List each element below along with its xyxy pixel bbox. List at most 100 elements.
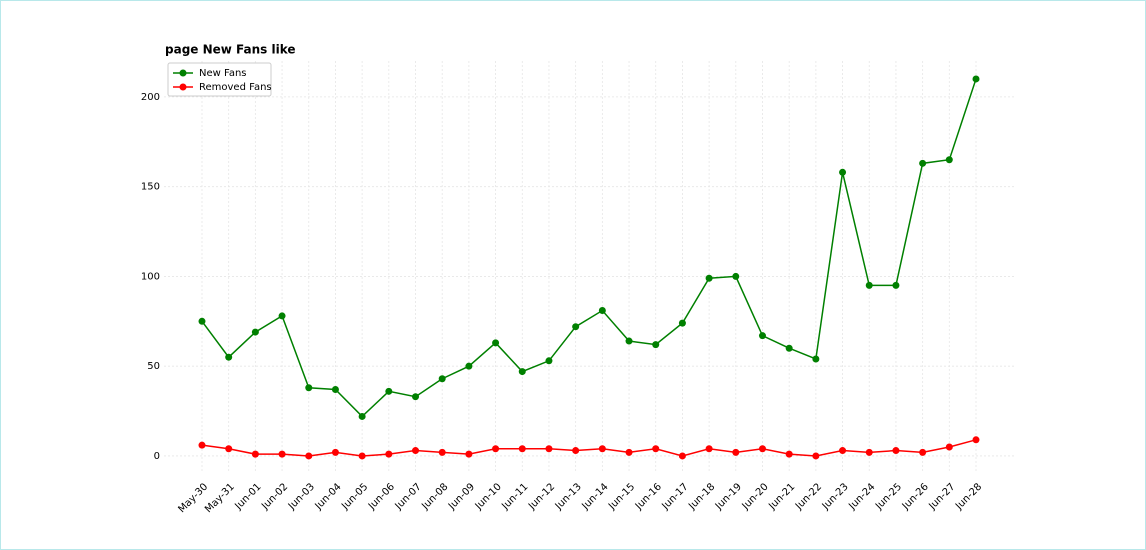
point [225, 445, 233, 453]
point [412, 447, 420, 455]
x-tick-label: May-31 [203, 481, 237, 515]
point [545, 445, 553, 453]
point [225, 353, 233, 361]
point [251, 450, 259, 458]
point [785, 450, 793, 458]
x-tick-label: Jun-22 [793, 481, 824, 512]
x-tick-label: Jun-03 [286, 481, 317, 512]
point [705, 274, 713, 282]
point [945, 443, 953, 451]
point [331, 448, 339, 456]
legend-marker [179, 83, 187, 91]
point [758, 445, 766, 453]
y-tick-label: 200 [141, 92, 160, 103]
y-tick-label: 0 [154, 451, 160, 462]
point [331, 386, 339, 394]
point [678, 452, 686, 460]
x-tick-label: Jun-06 [366, 481, 397, 512]
point [972, 75, 980, 83]
x-tick-label: Jun-18 [686, 481, 717, 512]
x-tick-label: Jun-28 [953, 481, 984, 512]
point [732, 448, 740, 456]
point [465, 362, 473, 370]
point [198, 441, 206, 449]
point [865, 448, 873, 456]
point [305, 384, 313, 392]
x-tick-label: Jun-24 [846, 481, 877, 512]
point [492, 445, 500, 453]
line [201, 78, 977, 418]
y-tick-label: 100 [141, 271, 160, 282]
legend-label: New Fans [199, 68, 247, 79]
point [278, 450, 286, 458]
legend: New Fans Removed Fans [167, 62, 272, 97]
x-tick-label: Jun-07 [393, 481, 424, 512]
point [705, 445, 713, 453]
point [678, 319, 686, 327]
chart-title: page New Fans like [165, 43, 296, 57]
point [892, 281, 900, 289]
x-tick-label: Jun-19 [713, 481, 744, 512]
point [545, 357, 553, 365]
point [839, 168, 847, 176]
x-tick-label: Jun-01 [233, 481, 264, 512]
x-tick-label: Jun-05 [339, 481, 370, 512]
x-tick-label: Jun-21 [766, 481, 797, 512]
point [412, 393, 420, 401]
point [919, 448, 927, 456]
point [251, 328, 259, 336]
point [652, 341, 660, 349]
x-tick-label: Jun-12 [526, 481, 557, 512]
point [572, 323, 580, 331]
legend-label: Removed Fans [199, 82, 272, 93]
y-tick-label: 150 [141, 182, 160, 193]
point [518, 368, 526, 376]
point [865, 281, 873, 289]
point [892, 447, 900, 455]
point [625, 448, 633, 456]
point [652, 445, 660, 453]
x-tick-label: Jun-23 [820, 481, 851, 512]
point [438, 448, 446, 456]
x-tick-label: Jun-09 [446, 481, 477, 512]
point [572, 447, 580, 455]
x-tick-label: Jun-25 [873, 481, 904, 512]
point [385, 387, 393, 395]
x-tick-label: Jun-08 [419, 481, 450, 512]
point [812, 452, 820, 460]
point [812, 355, 820, 363]
point [438, 375, 446, 383]
point [839, 447, 847, 455]
point [198, 317, 206, 325]
point [785, 344, 793, 352]
x-tick-label: Jun-11 [499, 481, 530, 512]
x-tick-label: Jun-10 [473, 481, 504, 512]
point [358, 412, 366, 420]
legend-marker [179, 69, 187, 77]
legend-box [167, 62, 272, 97]
x-tick-label: Jun-17 [660, 481, 691, 512]
point [278, 312, 286, 320]
x-tick-label: Jun-27 [926, 481, 957, 512]
point [598, 445, 606, 453]
x-tick-label: Jun-02 [259, 481, 290, 512]
point [625, 337, 633, 345]
point [518, 445, 526, 453]
y-tick-label: 50 [147, 361, 160, 372]
x-tick-label: Jun-26 [900, 481, 931, 512]
x-tick-label: Jun-15 [606, 481, 637, 512]
point [492, 339, 500, 347]
point [972, 436, 980, 444]
point [598, 307, 606, 315]
point [305, 452, 313, 460]
point [385, 450, 393, 458]
x-tick-label: Jun-13 [553, 481, 584, 512]
point [465, 450, 473, 458]
point [732, 272, 740, 280]
x-tick-label: Jun-20 [740, 481, 771, 512]
point [358, 452, 366, 460]
point [919, 159, 927, 167]
point [758, 332, 766, 340]
